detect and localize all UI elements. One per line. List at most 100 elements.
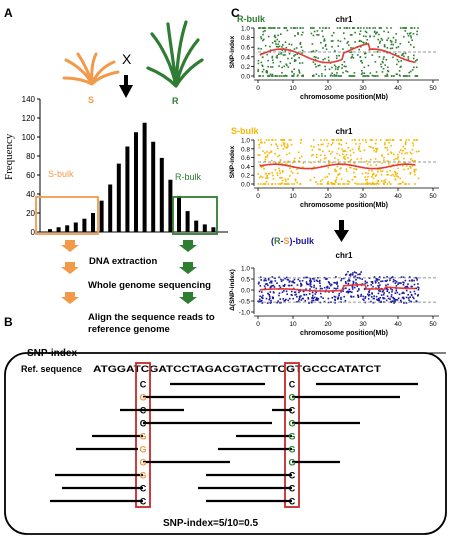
snp-point [266,150,268,153]
snp-point [366,284,369,287]
snp-point [280,162,283,165]
snp-point [413,283,416,286]
snp-point [309,277,312,280]
snp-point [394,41,397,44]
snp-point [333,287,336,290]
snp-point [278,27,281,29]
snp-point [335,55,338,57]
snp-point [346,42,348,44]
snp-point [293,160,296,162]
snp-point [297,300,300,302]
snp-point [404,147,406,150]
plot-y-tick-label: 1.0 [241,266,250,273]
snp-point [337,45,340,47]
snp-point [350,273,352,275]
snp-point [323,139,326,141]
snp-point [383,297,386,300]
snp-point [409,300,412,303]
snp-point [267,284,269,287]
snp-point [282,284,285,287]
snp-point [353,27,356,29]
snp-point [351,34,353,36]
snp-index-formula: SNP-index=5/10=0.5 [163,518,258,529]
snp-point [332,75,334,77]
snp-point [269,45,271,48]
histogram-bar [194,220,199,232]
plot-y-tick-label: 0.4 [241,54,250,61]
snp-point [390,75,393,77]
snp-point [364,52,367,55]
snp-point [381,290,384,293]
snp-point [393,300,396,303]
snp-point [374,142,377,145]
snp-point [313,286,315,289]
snp-point [403,168,405,171]
snp-point [413,168,416,171]
snp-point [312,297,314,300]
snp-point [323,39,326,42]
snp-point [415,150,418,153]
snp-point [271,296,274,298]
snp-point [350,158,353,161]
snp-point [277,46,279,48]
snp-point [294,59,297,62]
snp-point [327,142,330,145]
snp-point [311,301,313,304]
snp-point [345,154,348,156]
snp-point [353,75,356,77]
snp-point [367,176,369,178]
snp-point [402,181,404,184]
snp-point [336,298,339,300]
snp-point [417,27,419,29]
snp-point [334,299,337,301]
snp-point [265,180,268,183]
snp-point [352,27,354,29]
snp-point [407,297,410,299]
snp-point [264,277,267,280]
read-base: C [289,497,296,507]
snp-point [389,277,391,280]
snp-point [327,297,330,300]
snp-point [261,65,264,68]
snp-point [387,173,390,176]
snp-point [260,139,262,141]
snp-point [323,286,326,289]
snp-point [266,154,269,156]
snp-point [319,27,321,29]
snp-point [298,160,300,162]
snp-point [319,148,321,151]
read-base: G [139,393,146,403]
snp-point [270,280,272,283]
snp-point [258,146,261,149]
snp-point [360,183,363,185]
snp-point [351,288,354,290]
snp-point [413,290,416,293]
snp-point [261,56,264,58]
snp-point [299,27,301,29]
snp-point [301,297,304,300]
snp-point [366,281,368,284]
snp-point [274,162,277,164]
snp-point [368,294,371,296]
snp-point [316,299,319,301]
snp-point [272,61,275,64]
snp-point [262,30,265,33]
snp-point [402,291,404,294]
snp-point [311,168,313,171]
snp-point [286,161,289,164]
snp-point [344,162,346,165]
snp-point [283,144,285,146]
snp-point [392,36,395,39]
snp-point [377,180,380,183]
snp-point [386,47,389,49]
snp-point [389,183,392,185]
snp-point [285,46,288,49]
snp-point [358,145,361,148]
snp-point [283,142,286,145]
snp-point [417,293,420,296]
snp-point [332,183,334,185]
s-process-arrows [61,240,79,304]
snp-point [338,143,340,145]
snp-point [319,292,322,295]
snp-point [280,52,283,54]
